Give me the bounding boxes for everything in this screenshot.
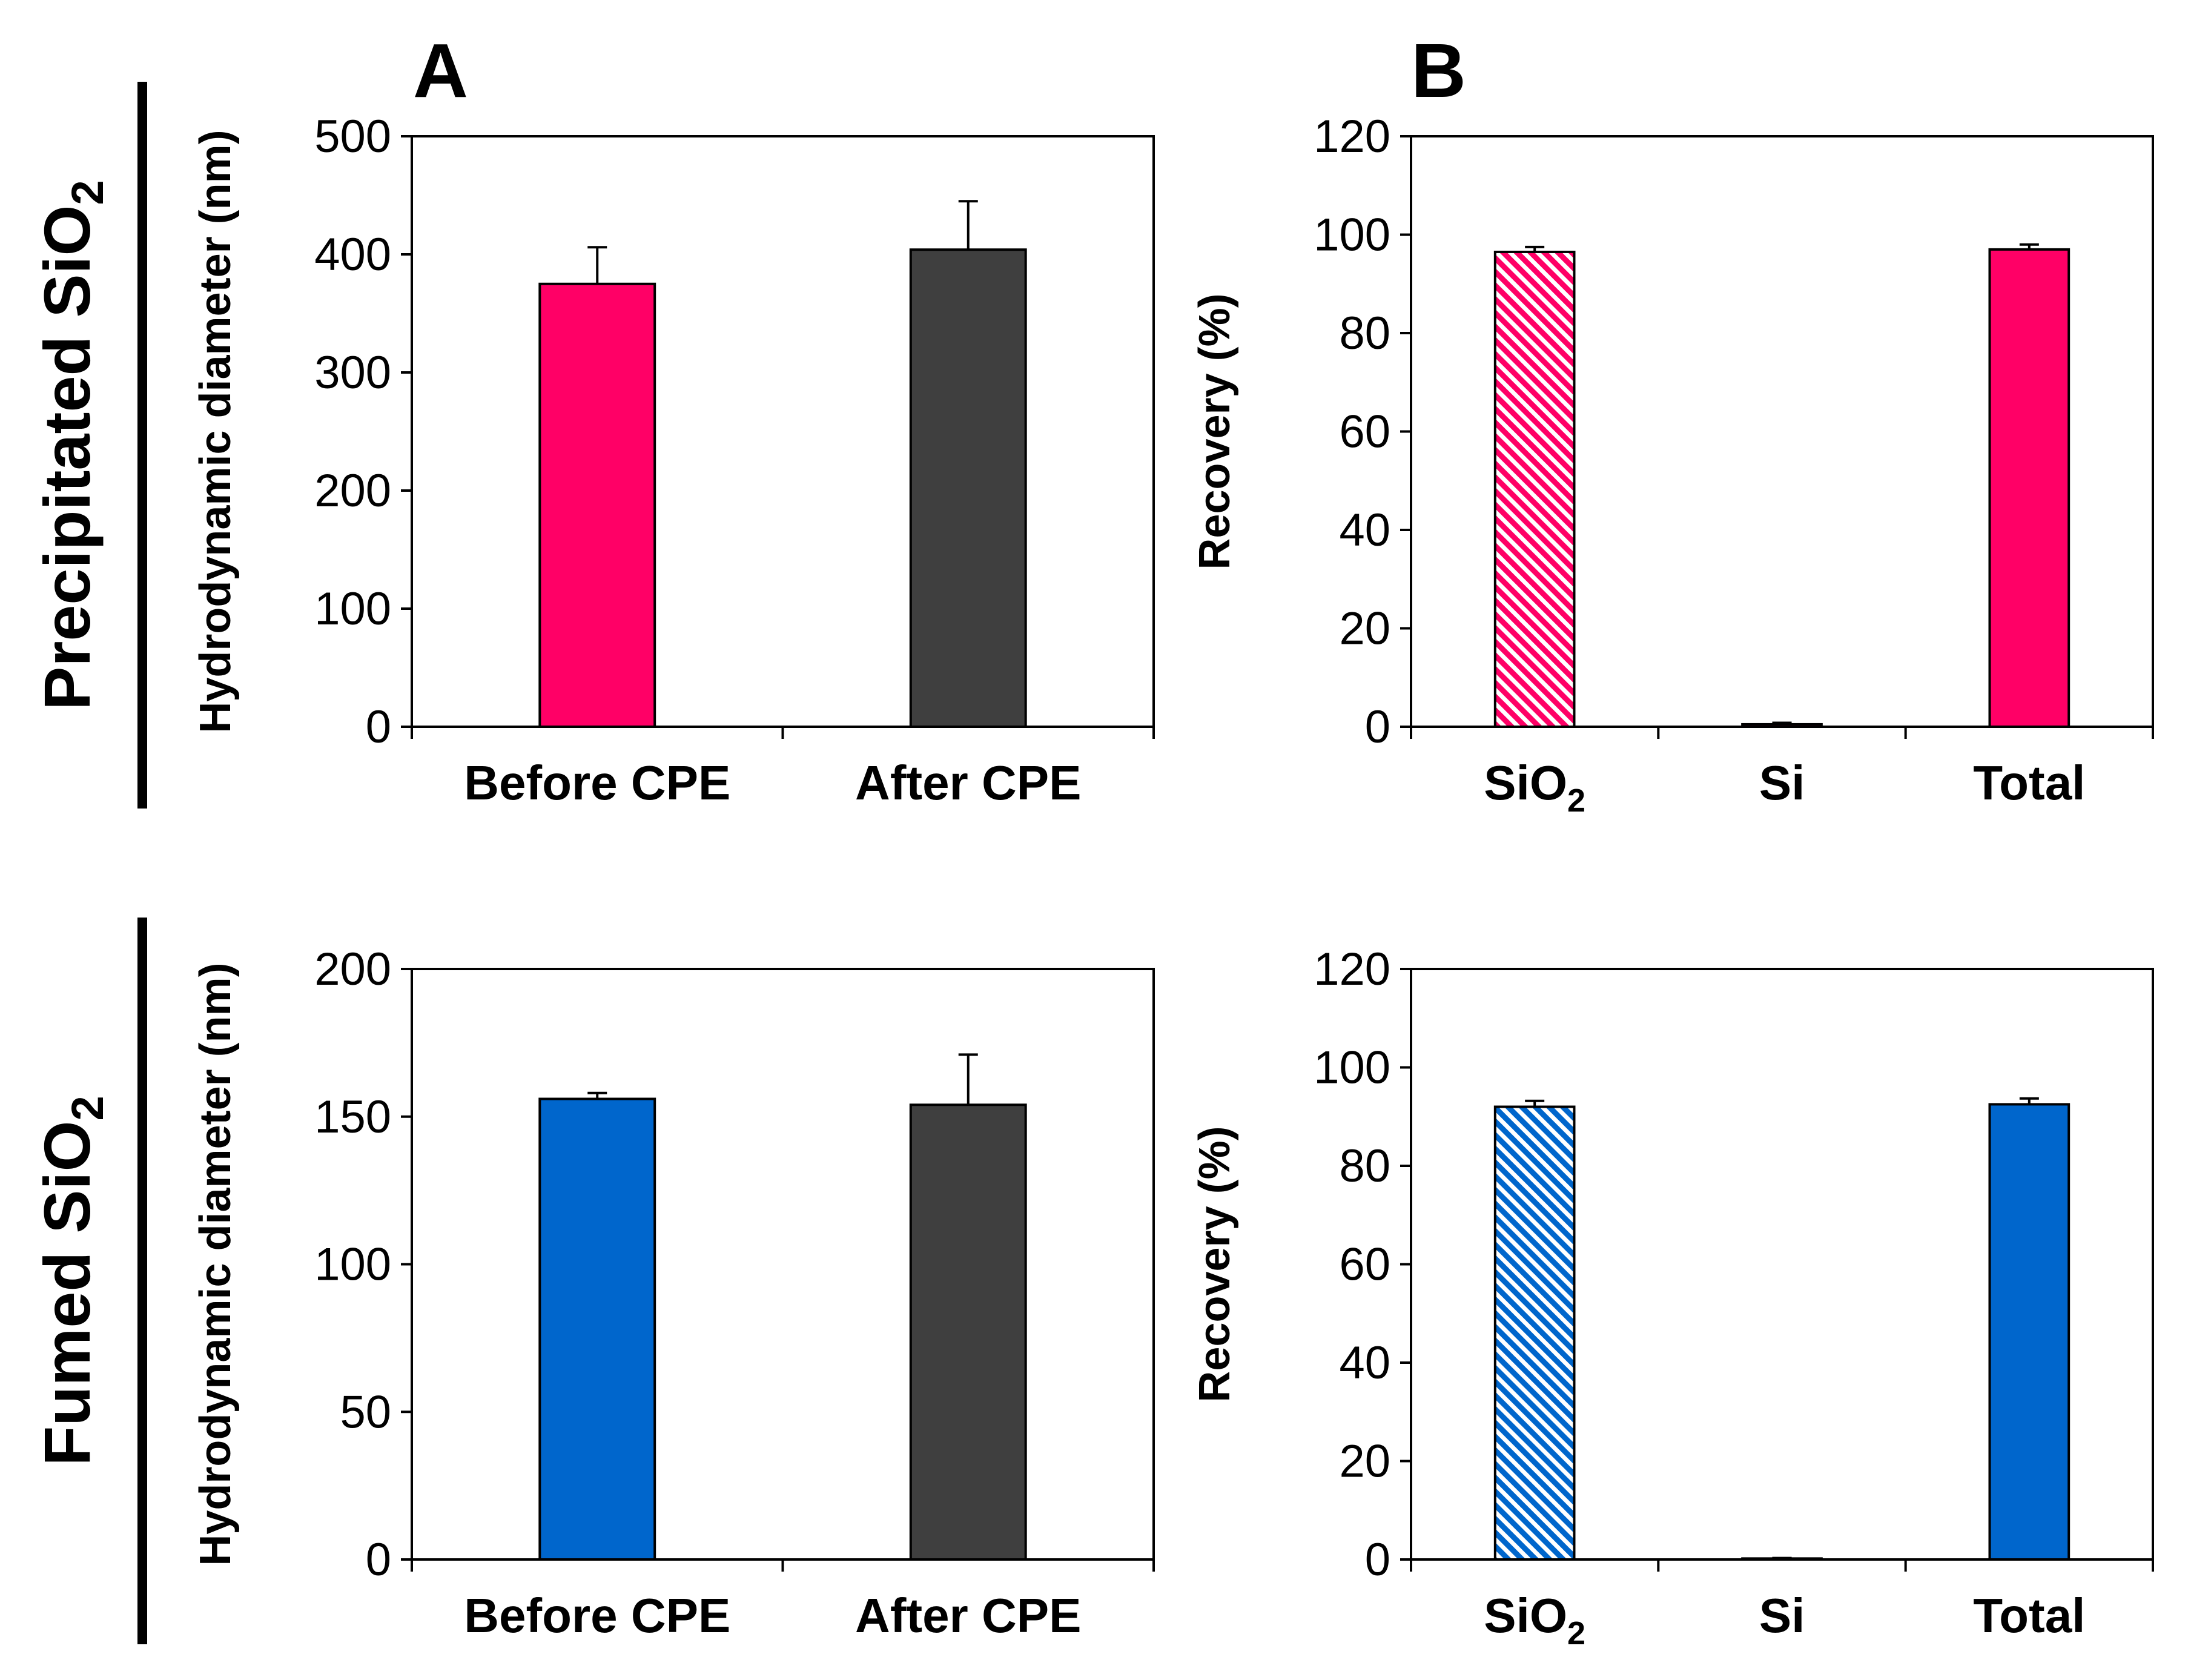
- chart-3-y-tick-label-5: 100: [1314, 1042, 1390, 1094]
- chart-3-bar-2: [1988, 1103, 2071, 1561]
- panel-letter-a: A: [413, 28, 468, 113]
- chart-3-category-label-2: Total: [1973, 1589, 2085, 1642]
- chart-0-y-tick-label-4: 400: [314, 229, 391, 280]
- chart-0-bar-0: [538, 282, 656, 728]
- chart-3-y-axis-title: Recovery (%): [1191, 1126, 1239, 1402]
- chart-3-y-tick-label-0: 0: [1365, 1534, 1390, 1586]
- chart-0-y-tick-label-3: 300: [314, 347, 391, 399]
- chart-2-y-tick-label-1: 50: [340, 1386, 391, 1438]
- chart-3-y-tick-label-3: 60: [1339, 1239, 1390, 1291]
- chart-2-bar-0: [538, 1097, 656, 1561]
- chart-3-y-tick-label-4: 80: [1339, 1140, 1390, 1192]
- chart-2-y-axis-title: Hydrodynamic diameter (nm): [191, 962, 240, 1566]
- chart-1-y-tick-label-2: 40: [1339, 504, 1390, 556]
- chart-fumed-diameter: 0 50 100 150 200 Hydrodynamic diameter (nm) Be…: [191, 944, 1155, 1642]
- row-divider-bar-fumed: [137, 918, 147, 1644]
- chart-1-y-axis-title: Recovery (%): [1191, 293, 1239, 569]
- chart-precipitated-diameter: 0 100 200 300 400 500 Hydrodynamic diameter (n…: [191, 111, 1155, 810]
- chart-3-bar-0: [1493, 1105, 1576, 1561]
- chart-0-y-tick-label-1: 100: [314, 583, 391, 635]
- panel-letter-b: B: [1411, 28, 1466, 113]
- chart-0-y-axis-title: Hydrodynamic diameter (nm): [191, 130, 240, 733]
- chart-3-y-tick-label-2: 40: [1339, 1337, 1390, 1389]
- chart-3-category-label-1: Si: [1759, 1589, 1805, 1642]
- row-title-precipitated: Precipitated SiO2: [30, 180, 113, 710]
- chart-2-y-tick-label-0: 0: [366, 1534, 391, 1586]
- chart-1-y-tick-label-0: 0: [1365, 701, 1390, 753]
- chart-3-y-tick-label-1: 20: [1339, 1436, 1390, 1487]
- chart-3-category-label-0: SiO2: [1484, 1589, 1585, 1652]
- chart-2-plot-frame: [411, 968, 1155, 1561]
- chart-0-plot-frame: [411, 135, 1155, 728]
- chart-0-bar-1: [909, 248, 1027, 728]
- chart-1-category-label-1: Si: [1759, 756, 1805, 810]
- chart-1-y-tick-label-5: 100: [1314, 210, 1390, 261]
- chart-1-y-tick-label-4: 80: [1339, 308, 1390, 359]
- chart-1-category-label-2: Total: [1973, 756, 2085, 810]
- chart-1-y-tick-label-1: 20: [1339, 603, 1390, 655]
- chart-fumed-recovery: 0 20 40 60 80 100 120 Recovery (%) SiO2 Si Total: [1191, 944, 2154, 1652]
- chart-0-y-tick-label-2: 200: [314, 465, 391, 517]
- chart-1-y-tick-label-3: 60: [1339, 406, 1390, 458]
- chart-0-category-label-0: Before CPE: [464, 756, 730, 810]
- chart-0-y-tick-label-0: 0: [366, 701, 391, 753]
- row-divider-bar-precipitated: [137, 82, 147, 809]
- chart-1-y-tick-label-6: 120: [1314, 111, 1390, 162]
- chart-1-bar-0: [1493, 250, 1576, 728]
- chart-1-bar-1: [1741, 723, 1823, 728]
- chart-2-y-tick-label-3: 150: [314, 1091, 391, 1143]
- chart-0-y-tick-label-5: 500: [314, 111, 391, 162]
- chart-1-category-label-0: SiO2: [1484, 756, 1585, 819]
- chart-precipitated-recovery: 0 20 40 60 80 100 120 Recovery (%) SiO2 Si Total: [1191, 111, 2154, 819]
- chart-2-y-tick-label-4: 200: [314, 944, 391, 995]
- chart-2-bar-1: [909, 1103, 1027, 1561]
- row-title-fumed: Fumed SiO2: [30, 1096, 113, 1466]
- chart-2-category-label-0: Before CPE: [464, 1589, 730, 1642]
- chart-3-y-tick-label-6: 120: [1314, 944, 1390, 995]
- chart-2-y-tick-label-2: 100: [314, 1239, 391, 1291]
- chart-0-category-label-1: After CPE: [855, 756, 1081, 810]
- chart-1-bar-2: [1988, 248, 2071, 728]
- chart-2-category-label-1: After CPE: [855, 1589, 1081, 1642]
